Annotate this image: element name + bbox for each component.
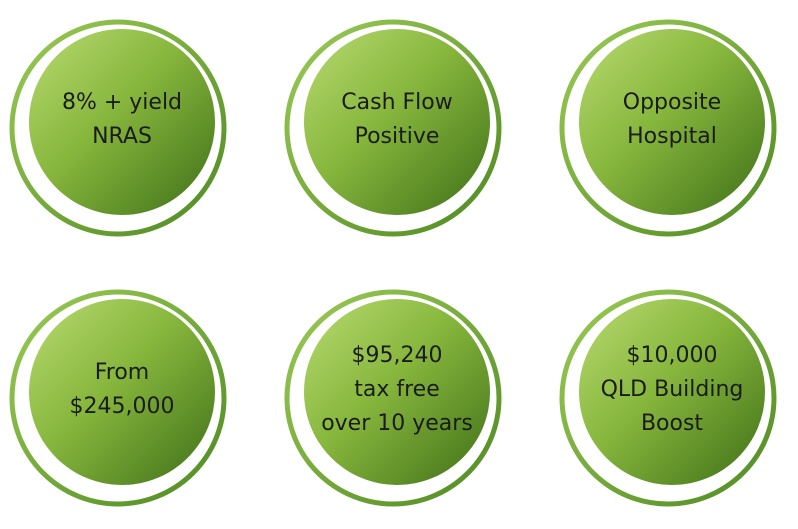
badge-ball [579, 299, 765, 485]
badge-text: Boost [641, 411, 703, 436]
badge-ball [29, 29, 215, 215]
badge: $95,240 tax free over 10 years [284, 289, 502, 507]
badge: Cash Flow Positive [284, 19, 502, 237]
badge: 8% + yield NRAS [9, 19, 227, 237]
badge-text: Opposite [623, 90, 721, 115]
badge-text: Positive [355, 124, 440, 149]
badge-text: 8% + yield [62, 90, 182, 115]
badge: From $245,000 [9, 289, 227, 507]
badge-text: over 10 years [321, 411, 473, 436]
badge-text: Cash Flow [341, 90, 452, 115]
badge-text: From [95, 360, 150, 385]
badge-ball [304, 299, 490, 485]
badge-text: QLD Building [601, 377, 744, 402]
badge-text: tax free [354, 377, 440, 402]
badge: Opposite Hospital [559, 19, 777, 237]
badge-text: Hospital [627, 124, 717, 149]
badge-text: $95,240 [352, 343, 443, 368]
badge-text: $245,000 [70, 394, 175, 419]
badge-text: $10,000 [627, 343, 718, 368]
badge: $10,000 QLD Building Boost [559, 289, 777, 507]
badge-ball [304, 29, 490, 215]
badge-ball [29, 299, 215, 485]
badge-ball [579, 29, 765, 215]
badge-text: NRAS [92, 124, 152, 149]
